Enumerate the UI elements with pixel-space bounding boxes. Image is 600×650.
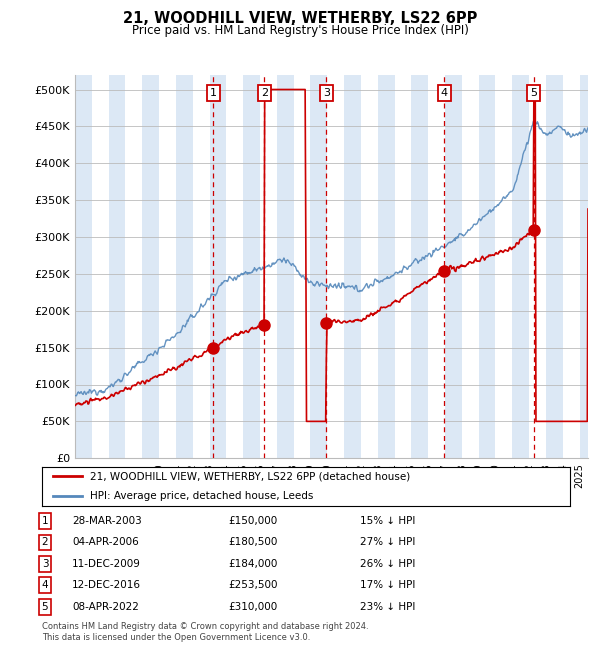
Bar [580, 75, 596, 458]
Text: 5: 5 [41, 602, 49, 612]
Bar [546, 75, 563, 458]
Bar [243, 75, 260, 458]
Bar [75, 75, 92, 458]
Bar [412, 75, 428, 458]
Text: 04-APR-2006: 04-APR-2006 [72, 538, 139, 547]
Bar [109, 75, 125, 458]
Text: 21, WOODHILL VIEW, WETHERBY, LS22 6PP (detached house): 21, WOODHILL VIEW, WETHERBY, LS22 6PP (d… [89, 471, 410, 482]
Text: 17% ↓ HPI: 17% ↓ HPI [360, 580, 415, 590]
Text: £180,500: £180,500 [228, 538, 277, 547]
Text: 23% ↓ HPI: 23% ↓ HPI [360, 602, 415, 612]
Bar [209, 75, 226, 458]
Text: £310,000: £310,000 [228, 602, 277, 612]
Text: 08-APR-2022: 08-APR-2022 [72, 602, 139, 612]
Bar [277, 75, 293, 458]
Text: Contains HM Land Registry data © Crown copyright and database right 2024.
This d: Contains HM Land Registry data © Crown c… [42, 622, 368, 642]
Bar [344, 75, 361, 458]
Text: 3: 3 [323, 88, 330, 98]
Text: £150,000: £150,000 [228, 516, 277, 526]
Text: 4: 4 [440, 88, 448, 98]
Text: 2: 2 [260, 88, 268, 98]
Text: 1: 1 [41, 516, 49, 526]
Text: 26% ↓ HPI: 26% ↓ HPI [360, 559, 415, 569]
Text: 5: 5 [530, 88, 537, 98]
Text: 15% ↓ HPI: 15% ↓ HPI [360, 516, 415, 526]
Text: 27% ↓ HPI: 27% ↓ HPI [360, 538, 415, 547]
Text: 21, WOODHILL VIEW, WETHERBY, LS22 6PP: 21, WOODHILL VIEW, WETHERBY, LS22 6PP [123, 11, 477, 26]
Text: 11-DEC-2009: 11-DEC-2009 [72, 559, 141, 569]
Bar [445, 75, 462, 458]
Text: 28-MAR-2003: 28-MAR-2003 [72, 516, 142, 526]
Bar [176, 75, 193, 458]
Text: HPI: Average price, detached house, Leeds: HPI: Average price, detached house, Leed… [89, 491, 313, 501]
Text: 12-DEC-2016: 12-DEC-2016 [72, 580, 141, 590]
Bar [142, 75, 159, 458]
Text: 1: 1 [210, 88, 217, 98]
Bar [378, 75, 395, 458]
Text: Price paid vs. HM Land Registry's House Price Index (HPI): Price paid vs. HM Land Registry's House … [131, 24, 469, 37]
Text: £253,500: £253,500 [228, 580, 277, 590]
Bar [512, 75, 529, 458]
Text: 4: 4 [41, 580, 49, 590]
Bar [310, 75, 327, 458]
Text: 2: 2 [41, 538, 49, 547]
Bar [479, 75, 496, 458]
Text: 3: 3 [41, 559, 49, 569]
Text: £184,000: £184,000 [228, 559, 277, 569]
